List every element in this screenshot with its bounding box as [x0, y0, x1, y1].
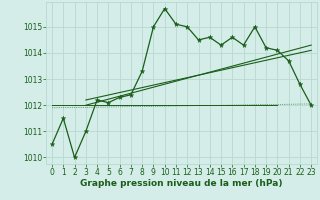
X-axis label: Graphe pression niveau de la mer (hPa): Graphe pression niveau de la mer (hPa): [80, 179, 283, 188]
